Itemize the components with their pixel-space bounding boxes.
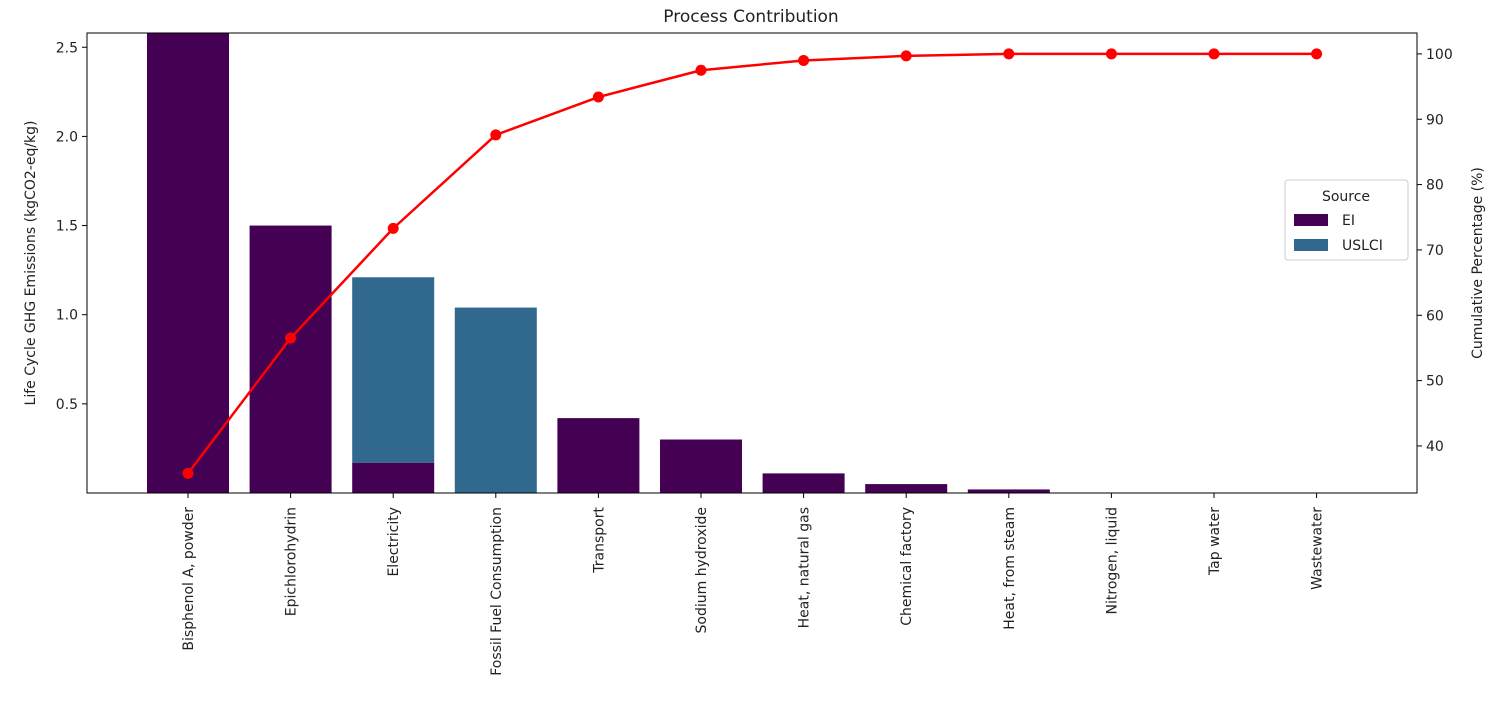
legend: Source EI USLCI (1284, 179, 1409, 261)
cumulative-point-2 (387, 222, 399, 234)
x-tick-label: Nitrogen, liquid (1104, 507, 1120, 614)
y2-axis-title: Cumulative Percentage (%) (1470, 167, 1486, 359)
legend-label-uslci: USLCI (1342, 238, 1383, 254)
x-tick-label: Electricity (386, 507, 402, 577)
legend-swatch-uslci (1294, 239, 1328, 251)
x-tick-label: Fossil Fuel Consumption (489, 507, 505, 676)
y2-tick-label: 90 (1426, 112, 1444, 128)
legend-label-ei: EI (1342, 213, 1355, 229)
cumulative-point-5 (695, 64, 707, 76)
x-tick-label: Sodium hydroxide (694, 507, 710, 634)
y-tick-label: 1.5 (56, 219, 78, 235)
y-tick-label: 0.5 (56, 397, 78, 413)
bar-ei-5 (660, 439, 742, 493)
bar-ei-4 (557, 418, 640, 493)
y-tick-label: 2.0 (56, 129, 78, 145)
cumulative-point-4 (592, 91, 604, 103)
bar-ei-0 (147, 33, 229, 493)
cumulative-point-0 (182, 467, 194, 479)
y2-tick-label: 70 (1426, 243, 1444, 259)
y2-tick-label: 60 (1426, 308, 1444, 324)
y-tick-label: 2.5 (56, 40, 78, 56)
y2-tick-label: 50 (1426, 374, 1444, 390)
cumulative-point-8 (1003, 48, 1015, 60)
bar-uslci-2 (352, 277, 435, 463)
cumulative-point-6 (798, 54, 810, 66)
x-tick-label: Chemical factory (899, 507, 915, 626)
legend-swatch-ei (1294, 214, 1328, 226)
x-tick-label: Heat, natural gas (797, 507, 813, 628)
bar-ei-1 (249, 225, 332, 493)
cumulative-point-1 (285, 332, 297, 344)
bar-ei-7 (865, 484, 948, 493)
x-tick-label: Bisphenol A, powder (181, 507, 197, 651)
legend-title: Source (1322, 189, 1370, 205)
cumulative-point-9 (1105, 48, 1117, 60)
bar-ei-2 (352, 462, 435, 493)
cumulative-line (187, 52, 1317, 475)
cumulative-point-10 (1208, 48, 1220, 60)
x-tick-label: Heat, from steam (1002, 507, 1018, 630)
y2-tick-label: 40 (1426, 439, 1444, 455)
x-tick-label: Wastewater (1310, 507, 1326, 590)
plot-frame (86, 32, 1418, 494)
y-tick-label: 1.0 (56, 308, 78, 324)
chart-title: Process Contribution (663, 7, 838, 27)
y2-tick-label: 100 (1426, 47, 1453, 63)
x-tick-label: Transport (591, 506, 607, 573)
bar-ei-6 (762, 473, 845, 493)
y-axis-title: Life Cycle GHG Emissions (kgCO2-eq/kg) (23, 121, 39, 406)
y2-tick-label: 80 (1426, 178, 1444, 194)
cumulative-point-7 (900, 50, 912, 62)
plot-area: 0.5 1.0 1.5 2.0 2.5 40 50 60 70 80 90 100 Bisphenol … (56, 33, 1453, 676)
bar-uslci-3 (454, 307, 537, 493)
cumulative-point-11 (1311, 48, 1323, 60)
bar-ei-8 (967, 489, 1050, 493)
x-tick-label: Epichlorohydrin (284, 507, 300, 616)
cumulative-point-3 (490, 129, 502, 141)
x-tick-label: Tap water (1207, 507, 1223, 576)
